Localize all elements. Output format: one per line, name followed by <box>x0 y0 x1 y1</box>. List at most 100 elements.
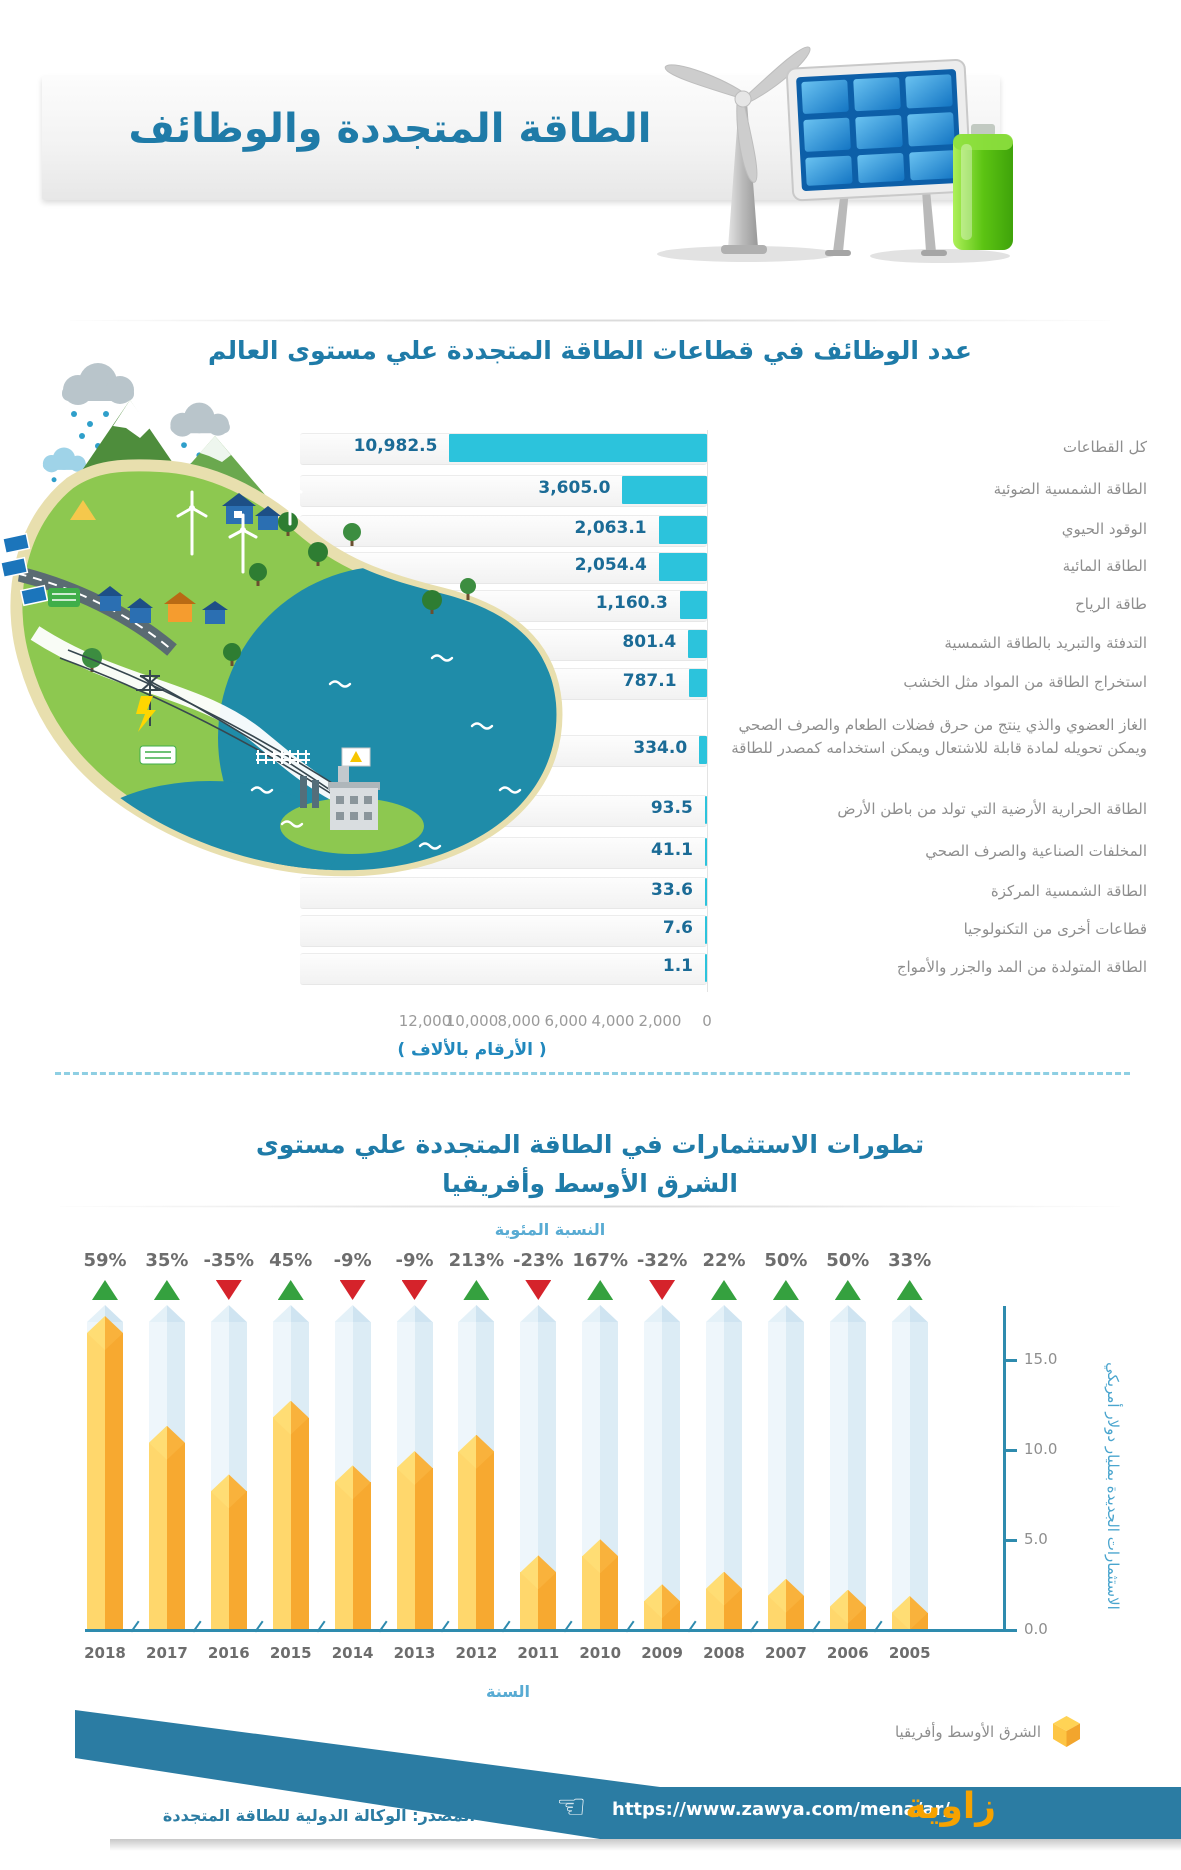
power-station <box>280 747 424 854</box>
zawya-logo: زاوية <box>905 1786 996 1827</box>
waves <box>250 654 522 850</box>
job-bar-category: الطاقة الشمسية الضوئية <box>993 480 1147 498</box>
investment-y-axis-label: الاستثمارات الجديدة بمليار دولار أمريكي <box>1104 1362 1122 1610</box>
landscape-illustration <box>0 363 563 877</box>
bar-track <box>300 953 707 985</box>
jobs-x-tick: 6,000 <box>544 1012 588 1030</box>
energy-illustration <box>657 46 1013 263</box>
job-bar-category: التدفئة والتبريد بالطاقة الشمسية <box>944 634 1147 652</box>
year-label: 2018 <box>84 1644 126 1662</box>
solar-panel-icon <box>786 58 972 256</box>
year-label: 2014 <box>331 1644 374 1662</box>
houses <box>97 493 281 624</box>
yellow-cube-icon <box>1053 1716 1080 1747</box>
trend-up-icon <box>772 1280 799 1300</box>
job-bar-value: 334.0 <box>633 738 688 758</box>
jobs-x-tick: 12,000 <box>398 1012 452 1030</box>
trend-down-icon <box>525 1280 552 1300</box>
trend-up-icon <box>277 1280 304 1300</box>
investment-bar <box>272 1417 309 1630</box>
percent-change-label: -32% <box>636 1250 688 1271</box>
percent-change-label: 22% <box>702 1250 746 1271</box>
investment-chart-title-line1: تطورات الاستثمارات في الطاقة المتجددة عل… <box>255 1130 925 1159</box>
job-bar-category: قطاعات أخرى من التكنولوجيا <box>963 920 1147 938</box>
percent-change-label: 50% <box>764 1250 808 1271</box>
job-bar <box>658 516 707 544</box>
year-label: 2016 <box>207 1644 250 1662</box>
x-axis-line <box>85 1629 1006 1632</box>
jobs-zero-axis <box>707 430 708 992</box>
column-track <box>829 1322 866 1630</box>
job-bar <box>449 434 707 462</box>
job-bar-value: 787.1 <box>622 671 677 691</box>
column-track <box>767 1322 804 1630</box>
job-bar <box>705 916 707 944</box>
source-note: المصدر: الوكالة الدولية للطاقة المتجددة <box>162 1806 475 1825</box>
job-bar <box>704 796 707 824</box>
trend-up-icon <box>92 1280 118 1300</box>
footer-url-link[interactable]: https://www.zawya.com/mena/ar/ <box>612 1799 950 1820</box>
percent-change-label: -9% <box>333 1250 372 1271</box>
y-tick-label: 0.0 <box>1024 1620 1048 1638</box>
trend-up-icon <box>463 1280 490 1300</box>
percent-change-label: 213% <box>448 1250 505 1271</box>
job-bar <box>688 669 707 697</box>
y-tick-label: 15.0 <box>1024 1350 1058 1368</box>
divider <box>70 319 1110 322</box>
investment-bar <box>396 1468 433 1630</box>
investment-chart-title: تطورات الاستثمارات في الطاقة المتجددة عل… <box>200 1126 980 1204</box>
section-separator <box>55 1072 1130 1075</box>
job-bar-value: 33.6 <box>651 880 693 900</box>
percent-change-label: 33% <box>888 1250 932 1271</box>
percent-axis-label: النسبة المئوية <box>494 1220 606 1239</box>
year-label: 2017 <box>146 1644 188 1662</box>
jobs-x-tick: 10,000 <box>445 1012 499 1030</box>
jobs-axis-note: ( الأرقام بالألاف ) <box>397 1040 547 1060</box>
percent-change-label: 45% <box>269 1250 313 1271</box>
y-axis-tick <box>1003 1629 1017 1632</box>
wind-turbine-icon <box>664 46 811 254</box>
year-label: 2007 <box>765 1644 807 1662</box>
trend-up-icon <box>896 1280 923 1300</box>
bar-track <box>300 877 707 909</box>
job-bar-value: 1,160.3 <box>595 593 668 613</box>
village-sign <box>48 588 80 607</box>
y-axis-tick <box>1003 1359 1017 1362</box>
lightning-icon <box>136 696 156 732</box>
year-label: 2011 <box>517 1644 560 1662</box>
job-bar <box>622 476 707 504</box>
percent-change-label: -23% <box>513 1250 564 1271</box>
percent-change-label: 167% <box>572 1250 628 1271</box>
trend-down-icon <box>649 1280 676 1300</box>
percent-change-label: 35% <box>145 1250 189 1271</box>
trend-down-icon <box>401 1280 428 1300</box>
solar-panels <box>0 532 49 607</box>
trees <box>82 512 476 672</box>
investment-bar <box>334 1482 371 1630</box>
year-label: 2012 <box>455 1644 498 1662</box>
y-tick-label: 10.0 <box>1024 1440 1058 1458</box>
job-bar-value: 801.4 <box>622 632 677 652</box>
year-label: 2005 <box>888 1644 931 1662</box>
jobs-x-tick: 0 <box>702 1012 712 1030</box>
legend: الشرق الأوسط وأفريقيا <box>700 1716 1080 1747</box>
job-bar-value: 41.1 <box>651 840 693 860</box>
job-bar <box>658 553 707 581</box>
trend-up-icon <box>587 1280 614 1300</box>
jobs-chart-title: عدد الوظائف في قطاعات الطاقة المتجددة عل… <box>208 336 972 365</box>
fence <box>256 750 310 764</box>
bar-track <box>300 515 707 547</box>
investment-bar <box>148 1442 185 1630</box>
job-bar-value: 93.5 <box>650 798 693 818</box>
job-bar-category: طاقة الرياح <box>1075 595 1147 613</box>
job-bar-category: الطاقة الشمسية المركزة <box>990 882 1147 900</box>
bar-track <box>300 915 707 947</box>
investment-x-axis-label: السنة <box>485 1682 530 1701</box>
y-axis-line <box>1003 1306 1006 1632</box>
job-bar <box>688 630 707 658</box>
y-tick-label: 5.0 <box>1024 1530 1048 1548</box>
trend-up-icon <box>834 1280 861 1300</box>
job-bar <box>679 591 707 619</box>
city-sign <box>139 745 177 765</box>
